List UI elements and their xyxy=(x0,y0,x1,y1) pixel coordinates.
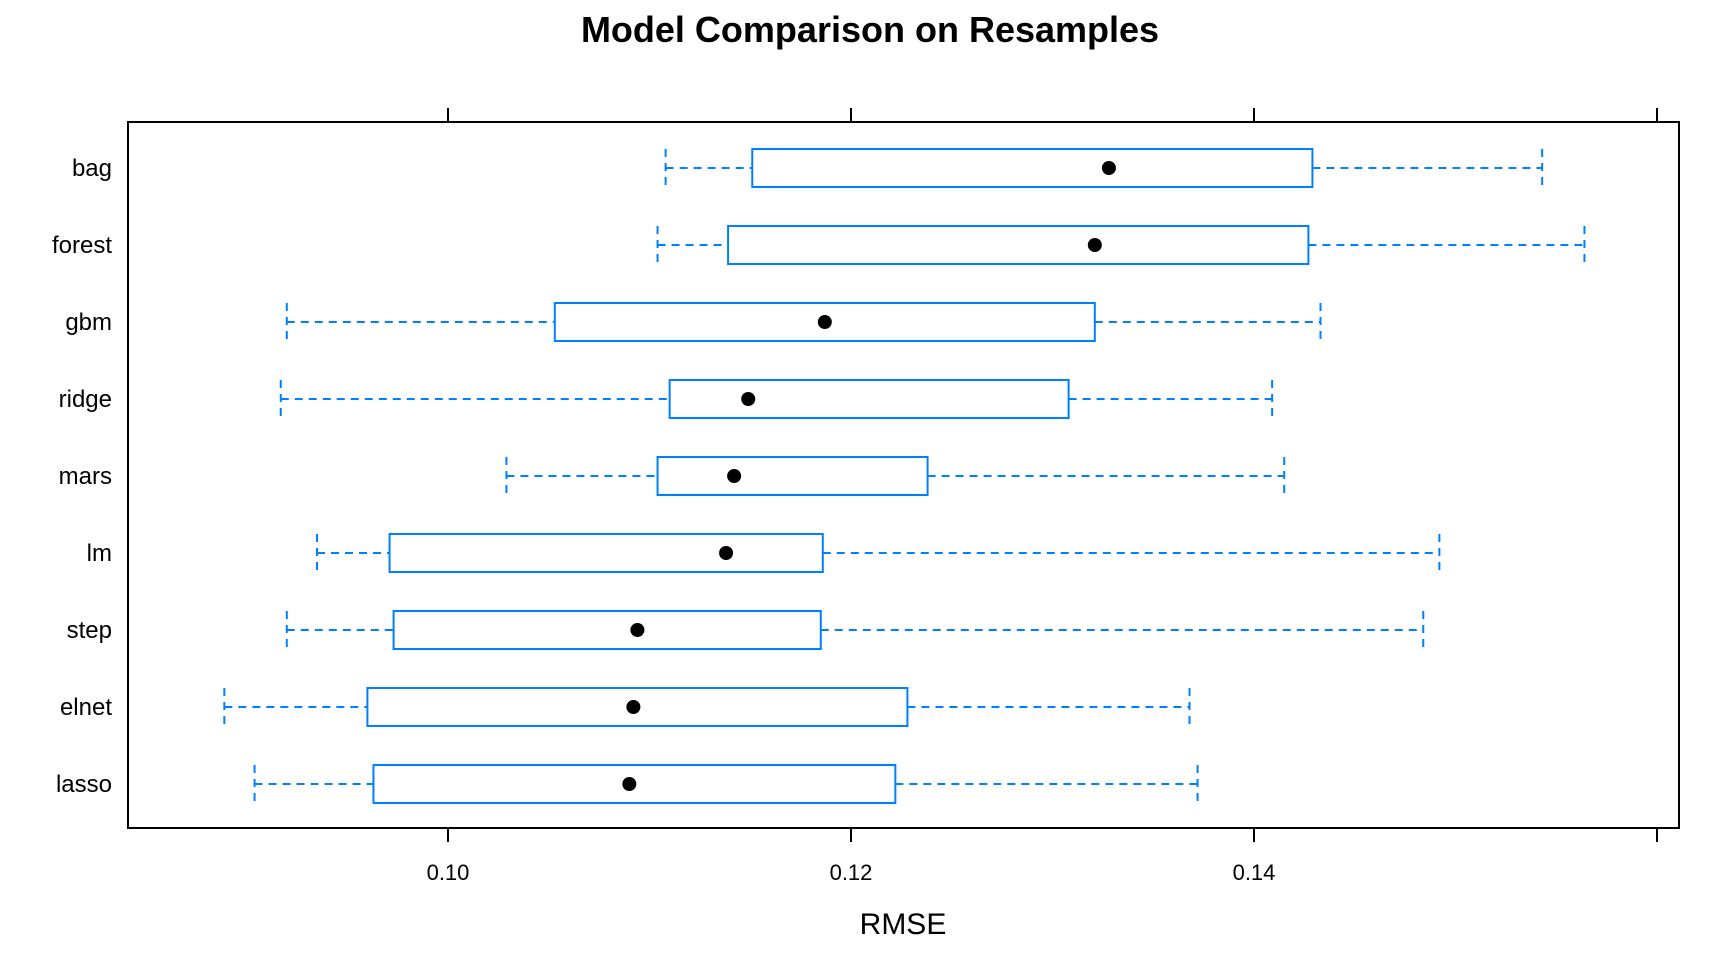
median-dot xyxy=(626,700,641,714)
iqr-box xyxy=(366,687,909,727)
median-dot xyxy=(727,469,742,483)
iqr-box xyxy=(388,533,824,573)
box-bag xyxy=(664,148,1544,188)
category-label-lm: lm xyxy=(87,540,112,567)
x-axis-label: RMSE xyxy=(860,908,947,941)
category-label-gbm: gbm xyxy=(65,309,112,336)
category-label-bag: bag xyxy=(72,155,112,182)
box-elnet xyxy=(223,687,1191,727)
x-tick-labels: 0.10 0.12 0.14 xyxy=(427,860,1276,885)
plot-frame xyxy=(127,121,1680,829)
category-label-forest: forest xyxy=(52,232,112,259)
box-step xyxy=(285,610,1425,650)
iqr-box xyxy=(751,148,1314,188)
iqr-box xyxy=(668,379,1070,419)
category-label-lasso: lasso xyxy=(56,771,112,798)
iqr-box xyxy=(727,225,1310,265)
box-lm xyxy=(316,533,1441,573)
chart-title: Model Comparison on Resamples xyxy=(581,9,1159,50)
box-forest xyxy=(656,225,1586,265)
category-labels: bag forest gbm ridge mars lm step elnet lasso xyxy=(52,155,112,798)
box-gbm xyxy=(285,302,1322,342)
median-dot xyxy=(1101,161,1116,175)
iqr-box xyxy=(372,764,897,804)
iqr-box xyxy=(656,456,929,496)
median-dot xyxy=(622,777,637,791)
median-dot xyxy=(1087,238,1102,252)
top-axis-ticks xyxy=(447,108,1658,122)
median-dot xyxy=(817,315,832,329)
box-lasso xyxy=(253,764,1199,804)
x-tick-label: 0.10 xyxy=(427,860,470,885)
category-label-ridge: ridge xyxy=(59,386,112,413)
iqr-box xyxy=(553,302,1096,342)
category-label-step: step xyxy=(67,617,112,644)
median-dot xyxy=(630,623,645,637)
x-tick-label: 0.14 xyxy=(1233,860,1276,885)
box-mars xyxy=(505,456,1286,496)
boxes-group xyxy=(223,148,1586,804)
iqr-box xyxy=(392,610,822,650)
category-label-mars: mars xyxy=(59,463,112,490)
median-dot xyxy=(741,392,756,406)
category-label-elnet: elnet xyxy=(60,694,112,721)
box-ridge xyxy=(279,379,1274,419)
x-tick-label: 0.12 xyxy=(830,860,873,885)
median-dot xyxy=(719,546,734,560)
bottom-axis-ticks xyxy=(447,828,1658,842)
